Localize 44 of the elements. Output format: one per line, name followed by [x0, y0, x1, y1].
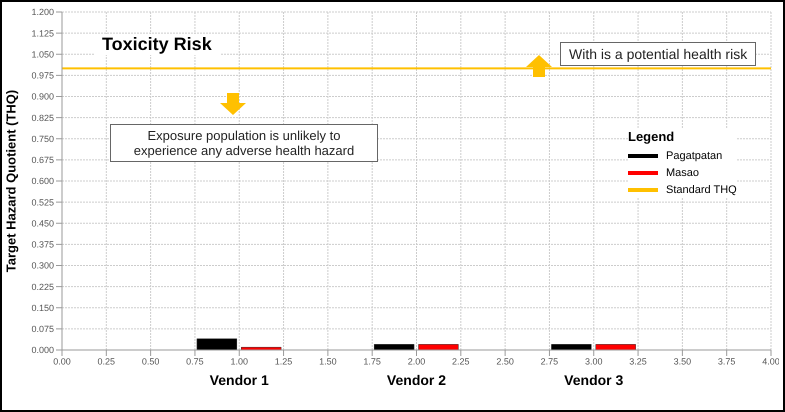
x-tick-label: 3.50	[674, 356, 692, 366]
x-tick-label: 3.00	[584, 356, 603, 366]
legend-title: Legend	[628, 129, 676, 144]
y-tick-label: 0.675	[31, 155, 54, 166]
y-tick-label: 0.600	[31, 176, 54, 186]
legend-label: Standard THQ	[666, 184, 737, 196]
y-tick-label: 0.300	[31, 260, 54, 271]
annotation: Vendor 1	[210, 372, 269, 388]
y-tick-label: 0.075	[31, 324, 54, 334]
legend-label: Pagatpatan	[666, 150, 722, 162]
y-tick-label: 0.375	[31, 240, 54, 250]
y-tick-label: 0.450	[31, 218, 54, 228]
x-tick-label: 1.25	[274, 356, 292, 366]
y-tick-label: 0.825	[31, 112, 54, 123]
x-tick-label: 3.25	[629, 356, 647, 366]
x-tick-label: 2.00	[408, 356, 426, 366]
y-tick-label: 0.150	[31, 302, 54, 313]
x-tick-label: 3.75	[718, 356, 736, 366]
y-tick-label: 0.900	[31, 92, 54, 102]
x-tick-label: 0.50	[142, 356, 160, 366]
x-tick-label: 2.75	[540, 356, 558, 366]
x-tick-label: 0.00	[53, 356, 71, 366]
x-tick-label: 0.25	[98, 356, 116, 366]
y-tick-label: 0.225	[31, 282, 54, 292]
y-tick-label: 1.200	[31, 7, 54, 18]
x-tick-label: 2.25	[452, 356, 470, 366]
y-tick-label: 0.975	[31, 70, 54, 81]
annotation: Vendor 3	[564, 372, 624, 388]
annotation: Vendor 2	[386, 372, 446, 388]
x-tick-label: 0.75	[186, 356, 204, 366]
y-axis-title: Target Hazard Quotient (THQ)	[4, 90, 18, 272]
y-tick-label: 1.125	[31, 28, 54, 38]
legend-label: Masao	[666, 166, 700, 178]
x-tick-label: 2.50	[496, 356, 514, 366]
text: Toxicity Risk	[94, 34, 220, 55]
y-tick-label: 0.525	[31, 197, 54, 208]
x-tick-label: 1.50	[319, 356, 337, 366]
x-tick-label: 1.00	[230, 356, 248, 366]
y-tick-label: 1.050	[31, 49, 54, 60]
y-tick-label: 0.000	[31, 345, 54, 356]
y-tick-label: 0.750	[31, 134, 54, 144]
x-tick-label: 1.75	[363, 356, 381, 366]
note-box: With is a potential health risk	[560, 42, 756, 66]
note-box: Exposure population is unlikely to experience any adverse health hazard	[110, 124, 378, 162]
